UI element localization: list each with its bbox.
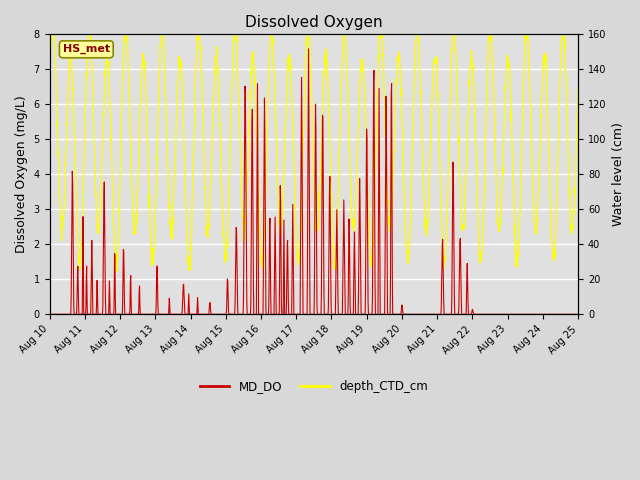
Y-axis label: Dissolved Oxygen (mg/L): Dissolved Oxygen (mg/L) bbox=[15, 95, 28, 253]
Legend: MD_DO, depth_CTD_cm: MD_DO, depth_CTD_cm bbox=[195, 375, 433, 398]
Text: HS_met: HS_met bbox=[63, 44, 110, 54]
Title: Dissolved Oxygen: Dissolved Oxygen bbox=[245, 15, 383, 30]
Y-axis label: Water level (cm): Water level (cm) bbox=[612, 122, 625, 226]
